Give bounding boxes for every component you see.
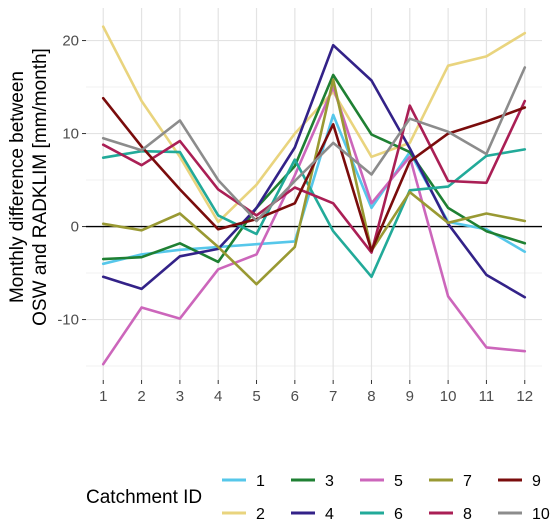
series-line-4 [101, 43, 527, 299]
legend-label-9: 9 [532, 473, 541, 490]
series-line-2 [101, 25, 527, 224]
x-tick-label: 9 [406, 388, 414, 405]
series-line-1 [101, 113, 527, 266]
legend-label-10: 10 [532, 506, 550, 523]
series-line-3 [101, 73, 527, 264]
legend-label-5: 5 [394, 473, 403, 490]
y-tick-label: 10 [62, 126, 79, 143]
x-axis-ticks: 1 2 3 4 5 6 7 8 9 10 11 12 [99, 380, 533, 405]
legend-label-3: 3 [325, 473, 334, 490]
x-tick-label: 2 [137, 388, 145, 405]
legend-label-8: 8 [463, 506, 472, 523]
legend-label-6: 6 [394, 506, 403, 523]
x-tick-label: 4 [214, 388, 222, 405]
x-tick-label: 1 [99, 388, 107, 405]
x-tick-label: 5 [252, 388, 260, 405]
y-tick-label: 0 [71, 219, 79, 236]
x-tick-label: 8 [367, 388, 375, 405]
y-tick-label: -10 [57, 312, 79, 329]
legend-label-7: 7 [463, 473, 472, 490]
legend-title: Catchment ID [86, 487, 202, 508]
y-axis-title-line-2: OSW and RADKLIM [mm/month] [30, 48, 51, 326]
x-tick-label: 12 [516, 388, 533, 405]
legend-items: 1 2 3 4 5 6 7 8 9 10 [222, 473, 550, 523]
series-line-8 [101, 99, 527, 254]
series-line-9 [101, 96, 527, 252]
x-tick-label: 7 [329, 388, 337, 405]
legend: Catchment ID 1 2 3 4 5 6 7 8 9 10 [86, 473, 550, 523]
series-lines [101, 25, 527, 366]
series-line-10 [101, 66, 527, 223]
y-axis-ticks: -10 0 10 20 [57, 33, 86, 329]
x-tick-label: 10 [440, 388, 457, 405]
x-tick-label: 11 [479, 388, 495, 405]
x-tick-label: 6 [291, 388, 299, 405]
y-tick-label: 20 [62, 33, 79, 50]
y-axis-title-line-1: Monthly difference between [7, 71, 28, 303]
series-line-5 [101, 85, 527, 366]
legend-label-4: 4 [325, 506, 334, 523]
legend-label-2: 2 [256, 506, 265, 523]
y-axis-title: Monthly difference between OSW and RADKL… [7, 48, 51, 326]
legend-label-1: 1 [256, 473, 265, 490]
x-tick-label: 3 [176, 388, 184, 405]
